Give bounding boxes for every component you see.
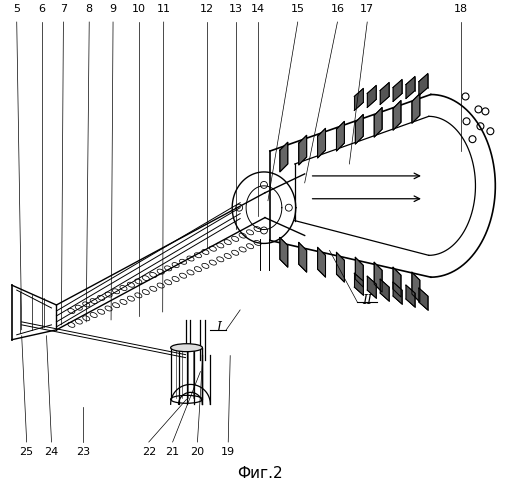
Text: 15: 15 — [291, 4, 305, 14]
Polygon shape — [380, 82, 389, 104]
Polygon shape — [280, 142, 288, 172]
Polygon shape — [412, 272, 420, 302]
Text: 24: 24 — [44, 447, 59, 457]
Polygon shape — [355, 258, 363, 287]
Text: 12: 12 — [200, 4, 214, 14]
Polygon shape — [336, 252, 344, 282]
Polygon shape — [380, 279, 389, 301]
Text: 13: 13 — [229, 4, 243, 14]
Text: 20: 20 — [190, 447, 204, 457]
Text: 23: 23 — [76, 447, 90, 457]
Text: 18: 18 — [453, 4, 467, 14]
Text: 8: 8 — [86, 4, 93, 14]
Polygon shape — [393, 100, 401, 130]
Polygon shape — [318, 248, 326, 277]
Polygon shape — [354, 273, 363, 295]
Polygon shape — [318, 128, 326, 158]
Text: 17: 17 — [360, 4, 374, 14]
Text: 25: 25 — [20, 447, 34, 457]
Polygon shape — [354, 88, 363, 110]
Polygon shape — [336, 122, 344, 151]
Text: 11: 11 — [157, 4, 171, 14]
Text: 16: 16 — [330, 4, 344, 14]
Text: 22: 22 — [141, 447, 156, 457]
Polygon shape — [412, 94, 420, 124]
Polygon shape — [393, 80, 402, 102]
Text: II: II — [362, 294, 372, 306]
Polygon shape — [367, 276, 376, 298]
Text: 10: 10 — [132, 4, 146, 14]
Polygon shape — [298, 242, 307, 272]
Text: Фиг.2: Фиг.2 — [237, 466, 283, 481]
Text: 21: 21 — [165, 447, 180, 457]
Polygon shape — [406, 76, 415, 98]
Polygon shape — [280, 238, 288, 268]
Polygon shape — [406, 285, 415, 307]
Polygon shape — [374, 108, 382, 137]
Polygon shape — [355, 114, 363, 144]
Polygon shape — [374, 262, 382, 292]
Text: 5: 5 — [13, 4, 20, 14]
Text: 7: 7 — [60, 4, 67, 14]
Text: 6: 6 — [38, 4, 45, 14]
Text: 14: 14 — [251, 4, 265, 14]
Polygon shape — [393, 268, 401, 297]
Polygon shape — [367, 86, 376, 108]
Polygon shape — [298, 135, 307, 165]
Polygon shape — [419, 288, 428, 310]
Text: 9: 9 — [110, 4, 116, 14]
Polygon shape — [393, 282, 402, 304]
Ellipse shape — [171, 344, 202, 351]
Text: 19: 19 — [221, 447, 235, 457]
Text: I: I — [216, 322, 221, 334]
Polygon shape — [419, 74, 428, 96]
